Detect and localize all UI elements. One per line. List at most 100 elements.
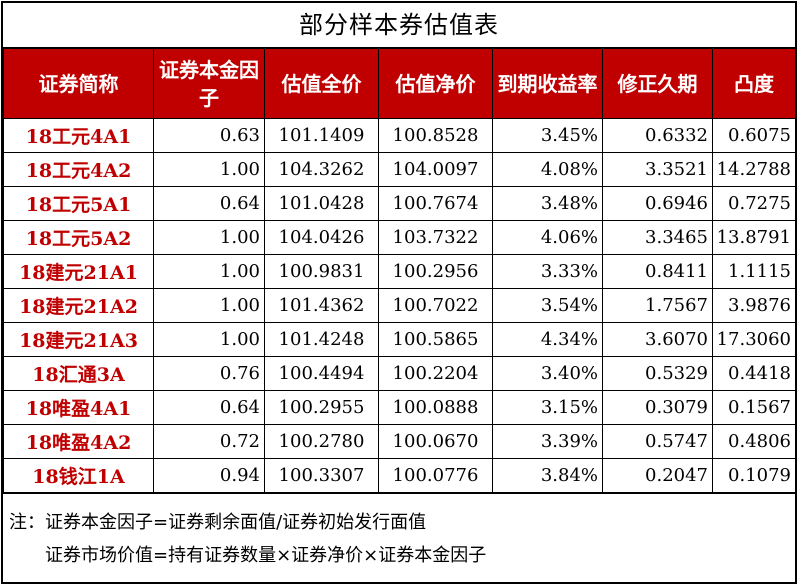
value-cell: 1.00 xyxy=(153,288,265,323)
value-cell: 0.5747 xyxy=(602,424,713,459)
value-cell: 14.2788 xyxy=(712,152,796,187)
value-cell: 1.00 xyxy=(153,322,265,357)
note-line: 注：证券本金因子=证券剩余面值/证券初始发行面值 xyxy=(9,512,427,533)
value-cell: 0.5329 xyxy=(602,356,713,391)
notes: 注：证券本金因子=证券剩余面值/证券初始发行面值 证券市场价值=持有证券数量×证… xyxy=(3,493,795,572)
value-cell: 104.0426 xyxy=(264,220,379,255)
value-cell: 4.08% xyxy=(492,152,603,187)
value-cell: 3.6070 xyxy=(602,322,713,357)
column-header: 凸度 xyxy=(712,48,796,119)
value-cell: 100.0776 xyxy=(378,458,493,493)
security-name-cell: 18唯盈4A1 xyxy=(3,390,154,425)
header-row: 证券简称 证券本金因子 估值全价 估值净价 到期收益率 修正久期 凸度 xyxy=(3,48,796,119)
value-cell: 100.4494 xyxy=(264,356,379,391)
value-cell: 3.48% xyxy=(492,186,603,221)
value-cell: 1.00 xyxy=(153,220,265,255)
value-cell: 0.1079 xyxy=(712,458,796,493)
security-name-cell: 18工元5A1 xyxy=(3,186,154,221)
table-title: 部分样本券估值表 xyxy=(3,3,795,48)
table-row: 18唯盈4A1 0.64 100.2955 100.0888 3.15% 0.3079 0.… xyxy=(3,390,796,425)
security-name-cell: 18工元4A1 xyxy=(3,118,154,153)
value-cell: 104.0097 xyxy=(378,152,493,187)
value-cell: 100.8528 xyxy=(378,118,493,153)
table-row: 18建元21A3 1.00 101.4248 100.5865 4.34% 3.6070 1… xyxy=(3,322,796,357)
value-cell: 0.4806 xyxy=(712,424,796,459)
value-cell: 100.5865 xyxy=(378,322,493,357)
value-cell: 0.72 xyxy=(153,424,265,459)
security-name-cell: 18建元21A2 xyxy=(3,288,154,323)
table-row: 18建元21A2 1.00 101.4362 100.7022 3.54% 1.7567 3… xyxy=(3,288,796,323)
security-name-cell: 18建元21A3 xyxy=(3,322,154,357)
security-name-cell: 18汇通3A xyxy=(3,356,154,391)
value-cell: 0.7275 xyxy=(712,186,796,221)
value-cell: 3.40% xyxy=(492,356,603,391)
value-cell: 100.9831 xyxy=(264,254,379,289)
valuation-table: 证券简称 证券本金因子 估值全价 估值净价 到期收益率 修正久期 凸度 18工元… xyxy=(3,48,796,493)
value-cell: 100.0670 xyxy=(378,424,493,459)
value-cell: 100.7022 xyxy=(378,288,493,323)
value-cell: 3.39% xyxy=(492,424,603,459)
value-cell: 0.64 xyxy=(153,390,265,425)
table-row: 18工元5A1 0.64 101.0428 100.7674 3.48% 0.6946 0.… xyxy=(3,186,796,221)
table-row: 18工元4A1 0.63 101.1409 100.8528 3.45% 0.6332 0.… xyxy=(3,118,796,153)
security-name-cell: 18唯盈4A2 xyxy=(3,424,154,459)
column-header: 到期收益率 xyxy=(492,48,603,119)
value-cell: 3.3521 xyxy=(602,152,713,187)
value-cell: 1.1115 xyxy=(712,254,796,289)
value-cell: 101.0428 xyxy=(264,186,379,221)
table-row: 18工元5A2 1.00 104.0426 103.7322 4.06% 3.3465 13… xyxy=(3,220,796,255)
value-cell: 100.2780 xyxy=(264,424,379,459)
column-header: 估值净价 xyxy=(378,48,493,119)
note-line: 证券市场价值=持有证券数量×证券净价×证券本金因子 xyxy=(45,545,487,566)
column-header: 估值全价 xyxy=(264,48,379,119)
value-cell: 3.9876 xyxy=(712,288,796,323)
value-cell: 0.63 xyxy=(153,118,265,153)
column-header: 证券本金因子 xyxy=(153,48,265,119)
value-cell: 100.2204 xyxy=(378,356,493,391)
value-cell: 17.3060 xyxy=(712,322,796,357)
value-cell: 0.4418 xyxy=(712,356,796,391)
column-header: 证券简称 xyxy=(3,48,154,119)
value-cell: 3.54% xyxy=(492,288,603,323)
table-row: 18建元21A1 1.00 100.9831 100.2956 3.33% 0.8411 1… xyxy=(3,254,796,289)
value-cell: 0.6075 xyxy=(712,118,796,153)
value-cell: 1.00 xyxy=(153,152,265,187)
value-cell: 100.0888 xyxy=(378,390,493,425)
value-cell: 3.3465 xyxy=(602,220,713,255)
table-row: 18钱江1A 0.94 100.3307 100.0776 3.84% 0.2047 0.1… xyxy=(3,458,796,493)
value-cell: 1.00 xyxy=(153,254,265,289)
value-cell: 0.1567 xyxy=(712,390,796,425)
value-cell: 0.3079 xyxy=(602,390,713,425)
value-cell: 101.4248 xyxy=(264,322,379,357)
table-row: 18工元4A2 1.00 104.3262 104.0097 4.08% 3.3521 14… xyxy=(3,152,796,187)
value-cell: 3.45% xyxy=(492,118,603,153)
security-name-cell: 18建元21A1 xyxy=(3,254,154,289)
value-cell: 0.64 xyxy=(153,186,265,221)
value-cell: 0.2047 xyxy=(602,458,713,493)
value-cell: 3.84% xyxy=(492,458,603,493)
value-cell: 0.94 xyxy=(153,458,265,493)
table-row: 18唯盈4A2 0.72 100.2780 100.0670 3.39% 0.5747 0.… xyxy=(3,424,796,459)
value-cell: 4.06% xyxy=(492,220,603,255)
value-cell: 4.34% xyxy=(492,322,603,357)
value-cell: 3.33% xyxy=(492,254,603,289)
value-cell: 3.15% xyxy=(492,390,603,425)
value-cell: 1.7567 xyxy=(602,288,713,323)
security-name-cell: 18钱江1A xyxy=(3,458,154,493)
value-cell: 13.8791 xyxy=(712,220,796,255)
column-header: 修正久期 xyxy=(602,48,713,119)
security-name-cell: 18工元4A2 xyxy=(3,152,154,187)
value-cell: 0.6332 xyxy=(602,118,713,153)
table-row: 18汇通3A 0.76 100.4494 100.2204 3.40% 0.5329 0.4… xyxy=(3,356,796,391)
value-cell: 0.76 xyxy=(153,356,265,391)
value-cell: 101.4362 xyxy=(264,288,379,323)
value-cell: 100.2956 xyxy=(378,254,493,289)
value-cell: 0.6946 xyxy=(602,186,713,221)
value-cell: 100.7674 xyxy=(378,186,493,221)
value-cell: 101.1409 xyxy=(264,118,379,153)
value-cell: 0.8411 xyxy=(602,254,713,289)
table-body: 18工元4A1 0.63 101.1409 100.8528 3.45% 0.6332 0.… xyxy=(3,118,796,493)
value-cell: 104.3262 xyxy=(264,152,379,187)
value-cell: 100.3307 xyxy=(264,458,379,493)
